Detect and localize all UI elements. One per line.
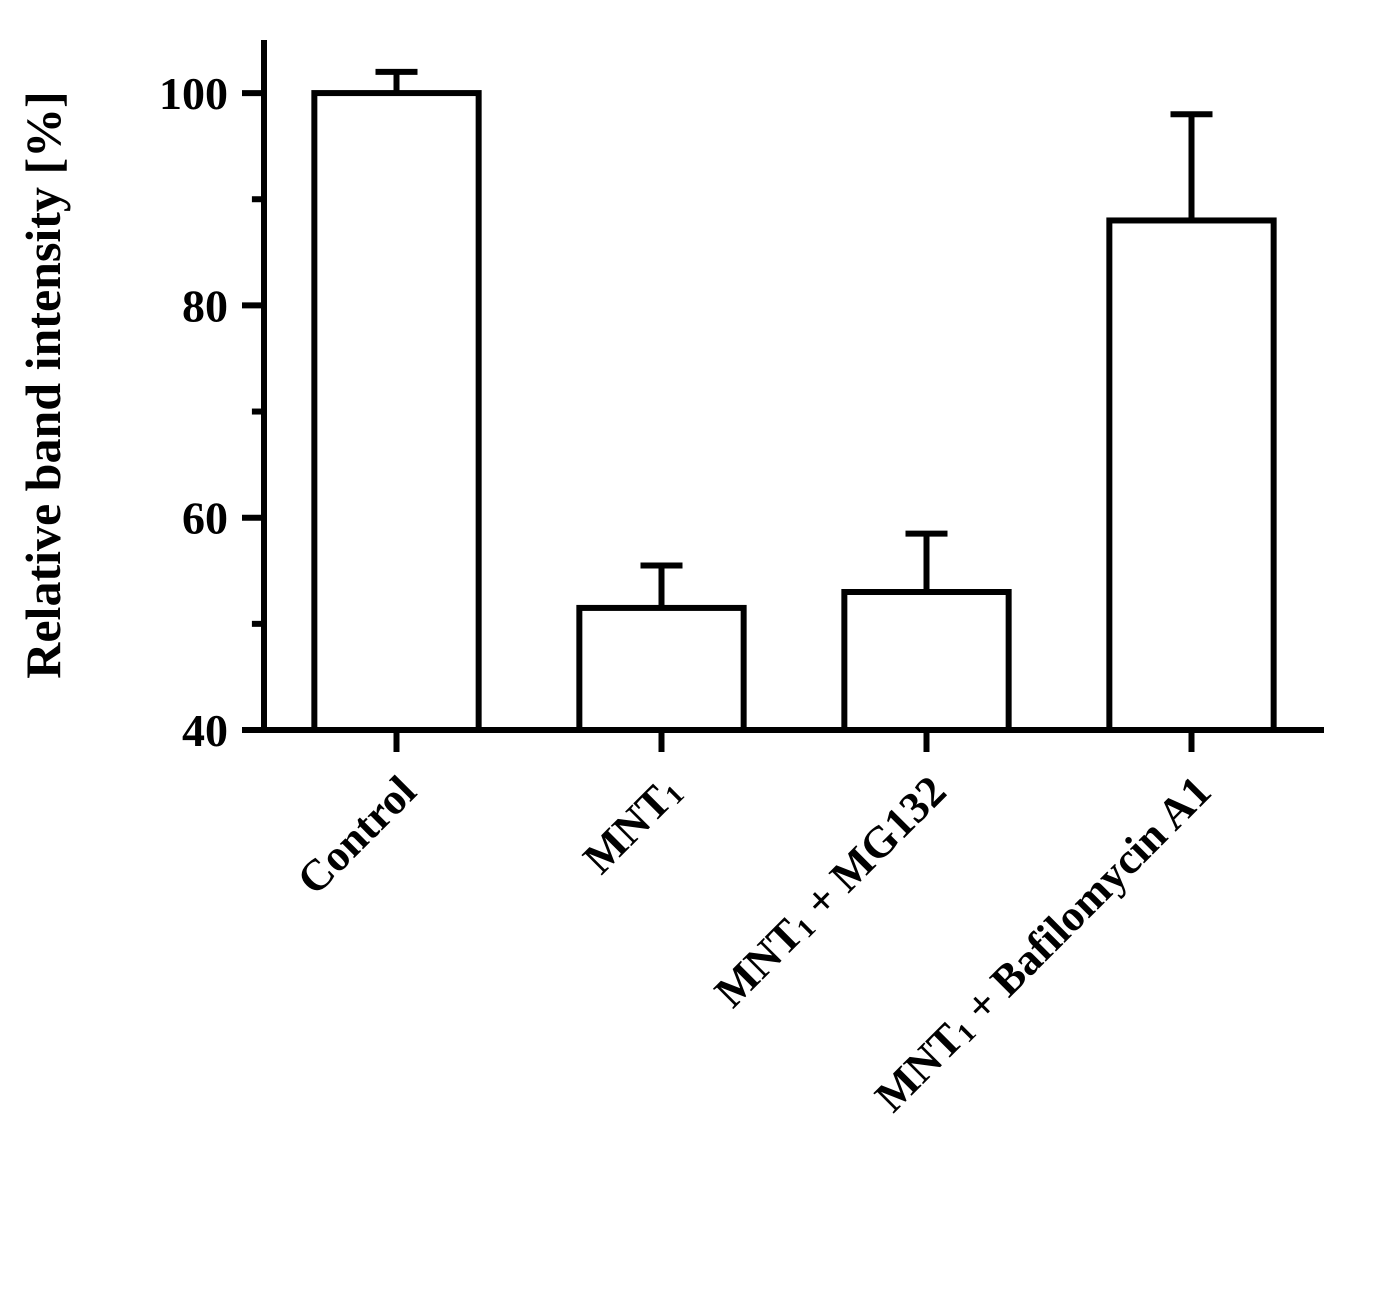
bar — [579, 608, 743, 730]
y-tick-label: 100 — [159, 68, 228, 119]
svg-text:Relative band intensity [%]: Relative band intensity [%] — [15, 91, 71, 679]
y-axis-title: Relative band intensity [%] — [15, 91, 71, 679]
bar — [1109, 220, 1273, 730]
bar-chart: 406080100ControlMNT1MNT1 + MG132MNT1 + B… — [0, 0, 1388, 1296]
y-tick-label: 80 — [182, 280, 228, 331]
y-tick-label: 60 — [182, 493, 228, 544]
bar — [844, 592, 1008, 730]
bar — [314, 93, 478, 730]
y-tick-label: 40 — [182, 705, 228, 756]
chart-svg: 406080100ControlMNT1MNT1 + MG132MNT1 + B… — [0, 0, 1388, 1296]
